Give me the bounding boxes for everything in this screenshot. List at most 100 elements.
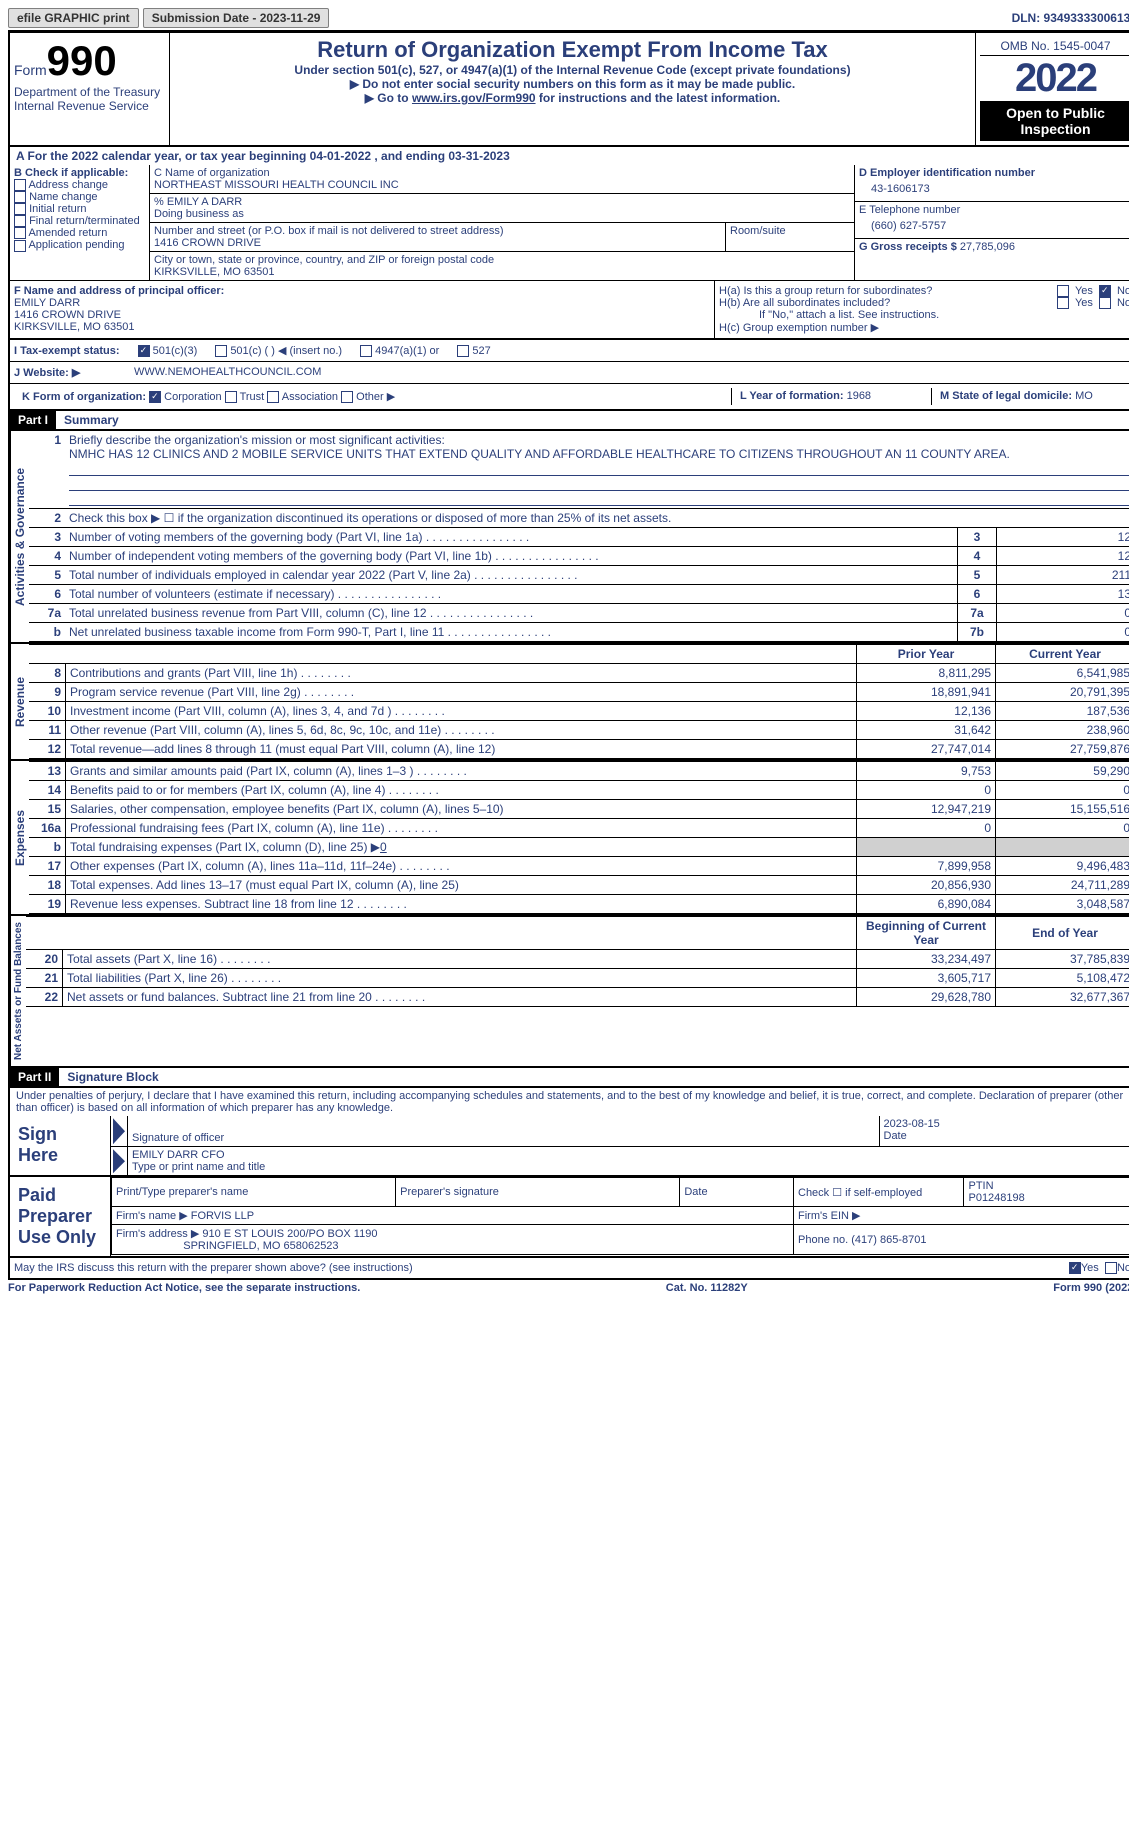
hc-label: H(c) Group exemption number ▶ [719,321,1129,334]
activities-governance: Activities & Governance 1 Briefly descri… [8,431,1129,644]
lbl-4947: 4947(a)(1) or [375,345,439,357]
hb-label: H(b) Are all subordinates included? [719,297,1051,309]
open-inspection: Open to Public Inspection [980,101,1129,141]
exp18: Total expenses. Add lines 13–17 (must eq… [66,876,857,895]
efile-button[interactable]: efile GRAPHIC print [8,8,139,28]
chk-trust[interactable] [225,391,237,403]
line6: Total number of volunteers (estimate if … [65,585,958,604]
lbl-amended: Amended return [28,227,107,239]
net20e: 37,785,839 [996,950,1129,969]
exp16ac: 0 [996,819,1129,838]
form-number: Form990 [14,37,165,85]
discuss-no: No [1117,1262,1129,1274]
chk-address-change[interactable] [14,179,26,191]
exp16b-pre: Total fundraising expenses (Part IX, col… [70,840,380,854]
hb-note: If "No," attach a list. See instructions… [719,309,1129,321]
chk-other[interactable] [341,391,353,403]
chk-amended[interactable] [14,227,26,239]
val5: 211 [997,566,1129,585]
arrow-icon-2 [113,1149,125,1173]
goto-post: for instructions and the latest informat… [536,91,781,105]
rev8: Contributions and grants (Part VIII, lin… [66,664,857,683]
form-ref: Form 990 (2022) [1053,1282,1129,1294]
lbl-527: 527 [472,345,490,357]
rev9c: 20,791,395 [996,683,1129,702]
chk-hb-yes[interactable] [1057,297,1069,309]
exp19p: 6,890,084 [857,895,996,914]
rev9: Program service revenue (Part VIII, line… [66,683,857,702]
name-label: C Name of organization [154,167,850,179]
part2-tag: Part II [10,1068,59,1086]
paid-preparer: Paid Preparer Use Only [10,1177,110,1256]
exp13: Grants and similar amounts paid (Part IX… [66,762,857,781]
rev11p: 31,642 [857,721,996,740]
chk-final-return[interactable] [14,215,26,227]
net-assets-section: Net Assets or Fund Balances Beginning of… [8,916,1129,1068]
part1-title: Summary [56,411,127,429]
form-title: Return of Organization Exempt From Incom… [174,37,971,63]
tax-year: 2022 [980,56,1129,101]
lbl-other: Other ▶ [356,391,395,403]
chk-ha-yes[interactable] [1057,285,1069,297]
exp18p: 20,856,930 [857,876,996,895]
goto-pre: ▶ Go to [365,91,412,105]
hb-no: No [1117,297,1129,309]
status-label: I Tax-exempt status: [14,345,120,357]
form-org-label: K Form of organization: [22,391,146,403]
form-subtitle: Under section 501(c), 527, or 4947(a)(1)… [174,63,971,77]
line2: Check this box ▶ ☐ if the organization d… [65,509,1129,528]
irs-label: Internal Revenue Service [14,99,165,113]
lbl-corp: Corporation [164,391,221,403]
officer-addr1: 1416 CROWN DRIVE [14,309,121,321]
gross-value: 27,785,096 [960,241,1015,253]
chk-discuss-no[interactable] [1105,1262,1117,1274]
tax-status-row: I Tax-exempt status: 501(c)(3) 501(c) ( … [8,340,1129,362]
box-deg: D Employer identification number 43-1606… [855,165,1129,280]
paperwork-note: For Paperwork Reduction Act Notice, see … [8,1282,360,1294]
exp19: Revenue less expenses. Subtract line 18 … [66,895,857,914]
chk-app-pending[interactable] [14,240,26,252]
val3: 12 [997,528,1129,547]
info-grid: B Check if applicable: Address change Na… [8,165,1129,281]
penalty-statement: Under penalties of perjury, I declare th… [8,1088,1129,1116]
mission-label: Briefly describe the organization's miss… [69,433,445,447]
chk-hb-no[interactable] [1099,297,1111,309]
chk-527[interactable] [457,345,469,357]
lbl-assoc: Association [282,391,338,403]
chk-4947[interactable] [360,345,372,357]
prep-date-lbl: Date [680,1178,794,1207]
year-formation-label: L Year of formation: [740,390,844,402]
ha-label: H(a) Is this a group return for subordin… [719,285,1051,297]
chk-initial-return[interactable] [14,203,26,215]
part1-header: Part I Summary [8,411,1129,431]
chk-discuss-yes[interactable] [1069,1262,1081,1274]
net20: Total assets (Part X, line 16) [63,950,857,969]
hdr-prior: Prior Year [857,645,996,664]
line5: Total number of individuals employed in … [65,566,958,585]
exp13p: 9,753 [857,762,996,781]
sig-date: 2023-08-15 [884,1118,1129,1130]
officer-label: F Name and address of principal officer: [14,285,224,297]
firm-lbl: Firm's name ▶ [116,1210,188,1222]
chk-501c[interactable] [215,345,227,357]
chk-501c3[interactable] [138,345,150,357]
chk-assoc[interactable] [267,391,279,403]
irs-discuss-row: May the IRS discuss this return with the… [8,1258,1129,1280]
phone-value: (660) 627-5757 [859,216,1129,236]
exp14p: 0 [857,781,996,800]
box-c: C Name of organization NORTHEAST MISSOUR… [150,165,855,280]
form-word: Form [14,62,47,78]
submission-date-button[interactable]: Submission Date - 2023-11-29 [143,8,330,28]
prep-sig-lbl: Preparer's signature [396,1178,680,1207]
firm-phone: (417) 865-8701 [851,1234,926,1246]
net22b: 29,628,780 [857,988,996,1007]
chk-name-change[interactable] [14,191,26,203]
line7a: Total unrelated business revenue from Pa… [65,604,958,623]
irs-link[interactable]: www.irs.gov/Form990 [412,91,536,105]
vert-revenue: Revenue [10,644,29,759]
org-name: NORTHEAST MISSOURI HEALTH COUNCIL INC [154,179,850,191]
exp15p: 12,947,219 [857,800,996,819]
chk-ha-no[interactable] [1099,285,1111,297]
city-label: City or town, state or province, country… [154,254,850,266]
chk-corp[interactable] [149,391,161,403]
